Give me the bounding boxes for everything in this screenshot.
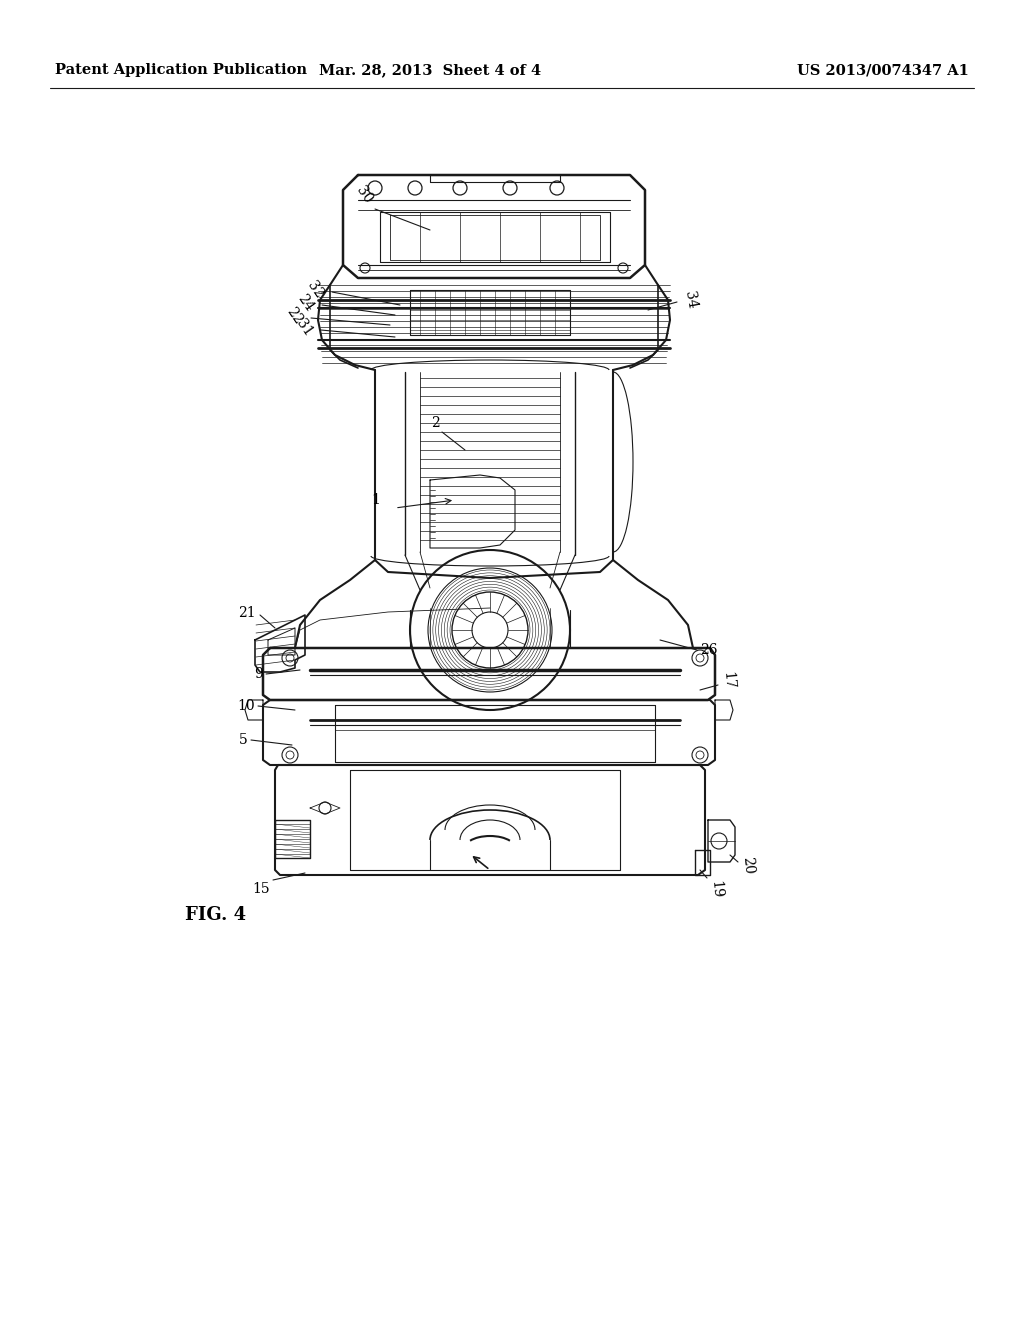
Text: 17: 17 [720,671,735,689]
Text: 9: 9 [254,667,263,681]
Text: 21: 21 [239,606,256,620]
Text: 30: 30 [353,183,375,206]
Text: 5: 5 [240,733,248,747]
Text: 2: 2 [431,416,440,430]
Text: 22: 22 [284,305,305,327]
Text: 32: 32 [304,279,326,301]
Text: 1: 1 [371,492,380,507]
Text: Mar. 28, 2013  Sheet 4 of 4: Mar. 28, 2013 Sheet 4 of 4 [318,63,541,77]
Text: 19: 19 [708,880,724,899]
Text: 10: 10 [238,700,255,713]
Text: Patent Application Publication: Patent Application Publication [55,63,307,77]
Text: FIG. 4: FIG. 4 [185,906,246,924]
Text: 20: 20 [740,855,756,874]
Text: 34: 34 [682,290,698,310]
Text: 31: 31 [294,317,315,339]
Text: 26: 26 [700,643,718,657]
Text: 24: 24 [295,292,316,314]
Text: US 2013/0074347 A1: US 2013/0074347 A1 [797,63,969,77]
Text: 15: 15 [252,882,270,896]
